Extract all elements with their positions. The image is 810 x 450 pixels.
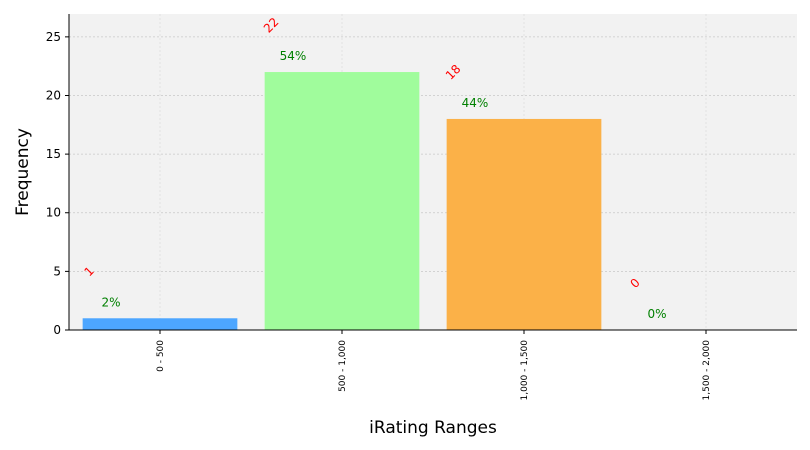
x-axis-label: iRating Ranges	[369, 418, 497, 438]
bar	[82, 318, 238, 330]
percent-label: 54%	[280, 49, 307, 63]
x-tick-label: 0 - 500	[156, 340, 166, 372]
y-tick-label: 15	[46, 147, 61, 161]
plot-area	[69, 14, 797, 330]
y-tick-label: 20	[46, 88, 61, 102]
x-tick-label: 1,500 - 2,000	[702, 340, 712, 401]
y-axis-label: Frequency	[13, 128, 33, 216]
y-tick-label: 25	[46, 30, 61, 44]
x-tick-label: 1,000 - 1,500	[520, 340, 530, 401]
percent-label: 0%	[647, 307, 666, 321]
percent-label: 2%	[101, 295, 120, 309]
bar	[264, 72, 420, 330]
percent-label: 44%	[462, 96, 489, 110]
y-tick-label: 10	[46, 206, 61, 220]
y-tick-label: 5	[53, 264, 61, 278]
bar	[446, 118, 602, 330]
x-tick-label: 500 - 1,000	[338, 340, 348, 392]
y-tick-label: 0	[53, 323, 61, 337]
